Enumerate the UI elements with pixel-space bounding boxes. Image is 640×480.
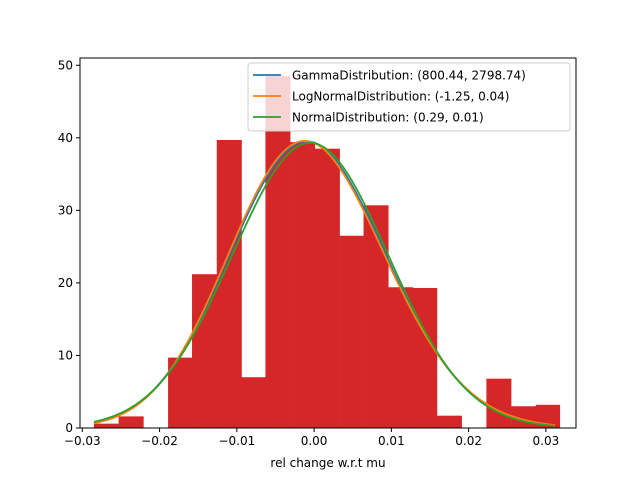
y-tick-label: 0: [65, 421, 73, 435]
legend-label-gamma: GammaDistribution: (800.44, 2798.74): [292, 69, 526, 83]
x-tick-label: 0.02: [455, 434, 482, 448]
legend: GammaDistribution: (800.44, 2798.74) LogN…: [247, 62, 571, 132]
x-tick-label: 0.03: [533, 434, 560, 448]
histogram-bar-7: [265, 76, 291, 428]
x-axis-label: rel change w.r.t mu: [270, 456, 385, 470]
legend-box: [247, 62, 571, 132]
histogram-bar-10: [339, 235, 364, 428]
histogram-bar-11: [363, 205, 389, 428]
histogram-bar-8: [290, 142, 316, 428]
y-tick-label: 30: [58, 203, 73, 217]
y-tick-label: 10: [58, 348, 73, 362]
x-tick-label: −0.03: [64, 434, 101, 448]
histogram-bar-4: [192, 274, 218, 428]
y-tick-label: 50: [58, 58, 73, 72]
histogram-bar-13: [412, 287, 438, 428]
legend-label-normal: NormalDistribution: (0.29, 0.01): [292, 111, 484, 125]
legend-label-lognormal: LogNormalDistribution: (-1.25, 0.04): [292, 90, 509, 104]
histogram-bar-6: [241, 377, 266, 428]
histogram-bar-12: [388, 287, 414, 428]
y-tick-label: 40: [58, 131, 73, 145]
x-tick-label: −0.01: [218, 434, 255, 448]
histogram-bars: [93, 76, 561, 429]
histogram-bar-1: [118, 416, 144, 428]
x-axis-ticks: −0.03 −0.02 −0.01 0.00 0.01 0.02 0.03: [64, 428, 559, 448]
histogram-bar-18: [535, 404, 561, 428]
x-tick-label: −0.02: [141, 434, 178, 448]
y-axis-ticks: 0 10 20 30 40 50: [58, 58, 80, 435]
histogram-bar-5: [216, 139, 242, 429]
histogram-bar-9: [314, 148, 340, 428]
y-tick-label: 20: [58, 276, 73, 290]
plot-frame: [79, 57, 577, 429]
curve-normal: [93, 141, 556, 427]
fitted-curves: [93, 140, 556, 427]
x-tick-label: 0.01: [378, 434, 405, 448]
x-tick-label: 0.00: [301, 434, 328, 448]
axes: [79, 57, 577, 429]
histogram-bar-14: [436, 415, 462, 428]
histogram-bar-16: [486, 378, 512, 428]
histogram-bar-0: [93, 423, 119, 428]
